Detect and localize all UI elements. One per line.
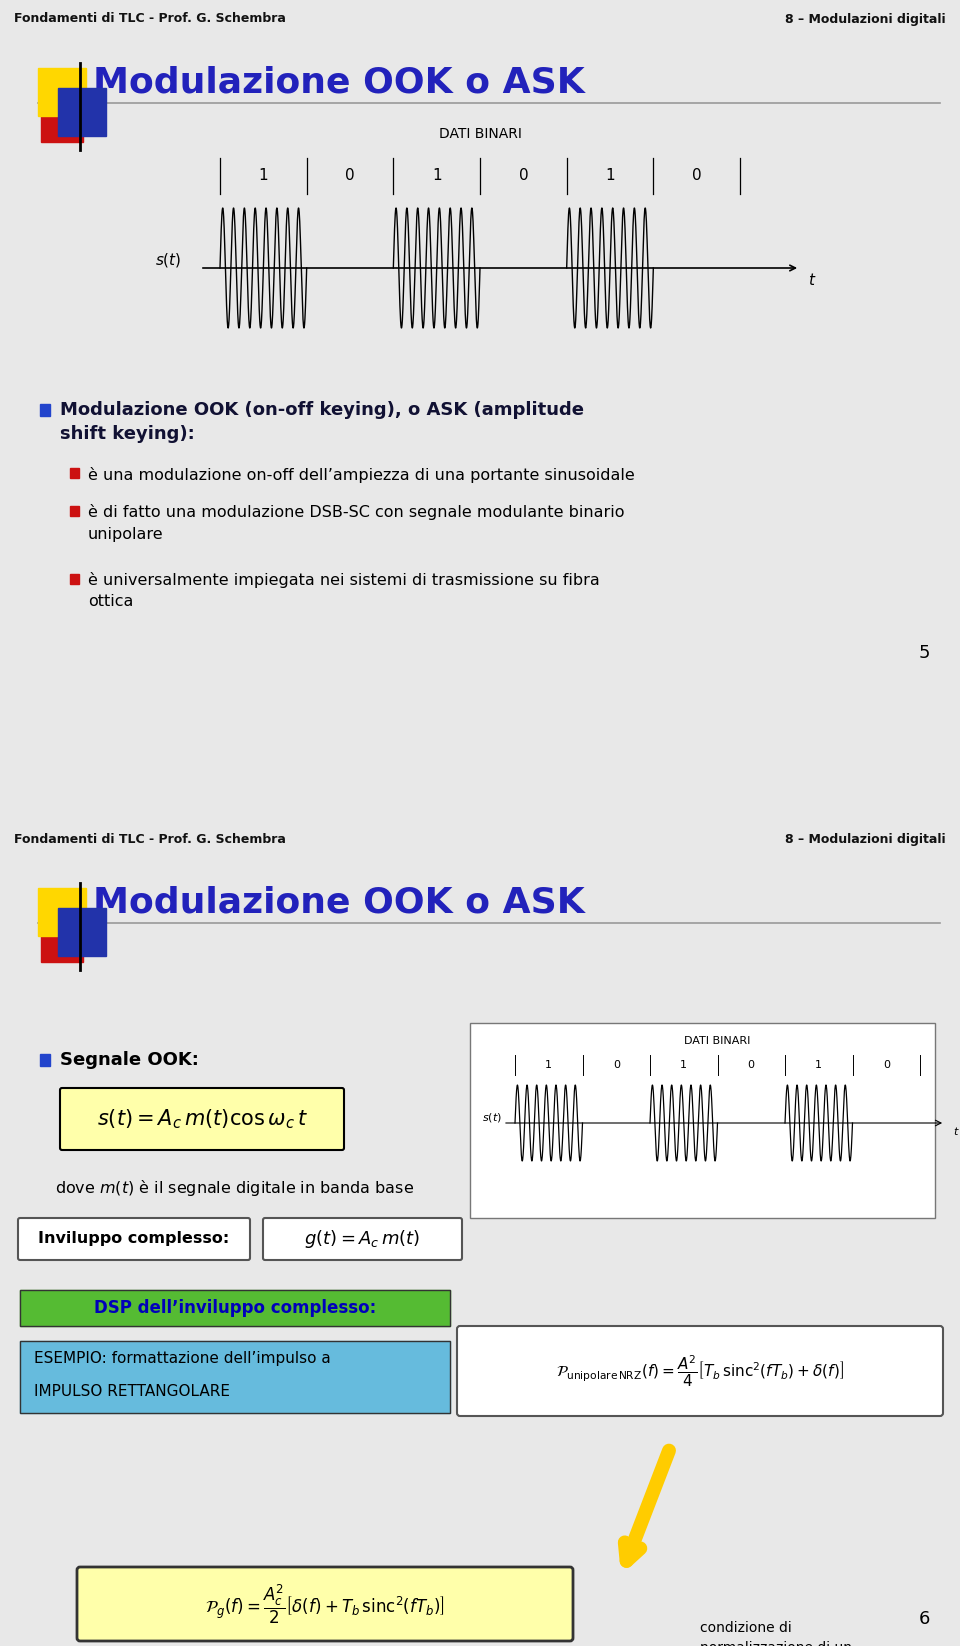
Text: Fondamenti di TLC - Prof. G. Schembra: Fondamenti di TLC - Prof. G. Schembra [14, 833, 286, 846]
Text: Segnale OOK:: Segnale OOK: [60, 1052, 199, 1068]
Bar [41, 100, 84, 143]
Text: DSP dell’inviluppo complesso:: DSP dell’inviluppo complesso: [94, 1299, 376, 1317]
Text: 0: 0 [518, 168, 528, 183]
Text: ESEMPIO: formattazione dell’impulso a: ESEMPIO: formattazione dell’impulso a [34, 1351, 331, 1366]
Bar [70, 574, 79, 584]
Text: $g(t)=A_c\,m(t)$: $g(t)=A_c\,m(t)$ [304, 1228, 420, 1249]
Text: 0: 0 [612, 1060, 620, 1070]
Text: 0: 0 [692, 168, 702, 183]
Text: 0: 0 [748, 1060, 755, 1070]
FancyBboxPatch shape [263, 1218, 462, 1259]
Bar [70, 505, 79, 515]
Text: 0: 0 [883, 1060, 890, 1070]
Text: 1: 1 [681, 1060, 687, 1070]
Text: unipolare: unipolare [88, 527, 163, 542]
Text: è una modulazione on-off dell’ampiezza di una portante sinusoidale: è una modulazione on-off dell’ampiezza d… [88, 467, 635, 482]
Text: 8 – Modulazioni digitali: 8 – Modulazioni digitali [785, 13, 946, 25]
Text: Fondamenti di TLC - Prof. G. Schembra: Fondamenti di TLC - Prof. G. Schembra [14, 13, 286, 25]
Bar [38, 887, 86, 937]
Bar [20, 1290, 450, 1327]
Text: è di fatto una modulazione DSB-SC con segnale modulante binario: è di fatto una modulazione DSB-SC con se… [88, 504, 625, 520]
Text: Modulazione OOK (on-off keying), o ASK (amplitude: Modulazione OOK (on-off keying), o ASK (… [60, 402, 584, 420]
Text: 1: 1 [432, 168, 442, 183]
Text: $t$: $t$ [952, 1124, 959, 1137]
Text: 8 – Modulazioni digitali: 8 – Modulazioni digitali [785, 833, 946, 846]
Text: IMPULSO RETTANGOLARE: IMPULSO RETTANGOLARE [34, 1384, 230, 1399]
Text: dove $m(t)$ è il segnale digitale in banda base: dove $m(t)$ è il segnale digitale in ban… [55, 1179, 414, 1198]
Bar [41, 920, 84, 963]
Text: $s(t)$: $s(t)$ [155, 250, 181, 268]
Text: Modulazione OOK o ASK: Modulazione OOK o ASK [93, 886, 585, 920]
Bar [20, 1341, 450, 1412]
Text: 1: 1 [545, 1060, 552, 1070]
Bar [38, 67, 86, 115]
Text: è universalmente impiegata nei sistemi di trasmissione su fibra: è universalmente impiegata nei sistemi d… [88, 573, 600, 588]
FancyBboxPatch shape [18, 1218, 250, 1259]
Text: 6: 6 [919, 1610, 930, 1628]
Bar [40, 403, 50, 416]
Text: 1: 1 [815, 1060, 823, 1070]
FancyBboxPatch shape [457, 1327, 943, 1416]
Bar [470, 1024, 935, 1218]
FancyBboxPatch shape [60, 1088, 344, 1151]
Bar [20, 1341, 450, 1412]
Text: DATI BINARI: DATI BINARI [439, 127, 521, 142]
Bar [70, 467, 79, 477]
Text: condizione di
normalizzazione di un
segnale NRZ unipolare: condizione di normalizzazione di un segn… [700, 1621, 857, 1646]
Text: 1: 1 [258, 168, 268, 183]
Text: 0: 0 [346, 168, 355, 183]
Bar [20, 1290, 450, 1327]
Text: 1: 1 [605, 168, 614, 183]
Text: DATI BINARI: DATI BINARI [684, 1035, 751, 1045]
Text: 5: 5 [919, 644, 930, 662]
Text: $\mathcal{P}_{\mathrm{unipolare\,NRZ}}(f)=\dfrac{A^2}{4}\left[T_b\,\mathrm{sinc}: $\mathcal{P}_{\mathrm{unipolare\,NRZ}}(f… [556, 1353, 844, 1389]
Bar [40, 1053, 50, 1067]
Bar [59, 909, 107, 956]
Text: $\mathcal{P}_g(f)=\dfrac{A_c^2}{2}\left[\delta(f)+T_b\,\mathrm{sinc}^2(fT_b)\rig: $\mathcal{P}_g(f)=\dfrac{A_c^2}{2}\left[… [205, 1582, 444, 1626]
Text: $s(t)=A_c\,m(t)\cos\omega_c\,t$: $s(t)=A_c\,m(t)\cos\omega_c\,t$ [97, 1108, 307, 1131]
FancyBboxPatch shape [77, 1567, 573, 1641]
Text: ottica: ottica [88, 594, 133, 609]
Text: Inviluppo complesso:: Inviluppo complesso: [38, 1231, 229, 1246]
Text: Modulazione OOK o ASK: Modulazione OOK o ASK [93, 66, 585, 99]
Text: $t$: $t$ [807, 272, 816, 288]
Bar [59, 89, 107, 137]
Text: $s(t)$: $s(t)$ [482, 1111, 502, 1124]
Text: shift keying):: shift keying): [60, 425, 195, 443]
